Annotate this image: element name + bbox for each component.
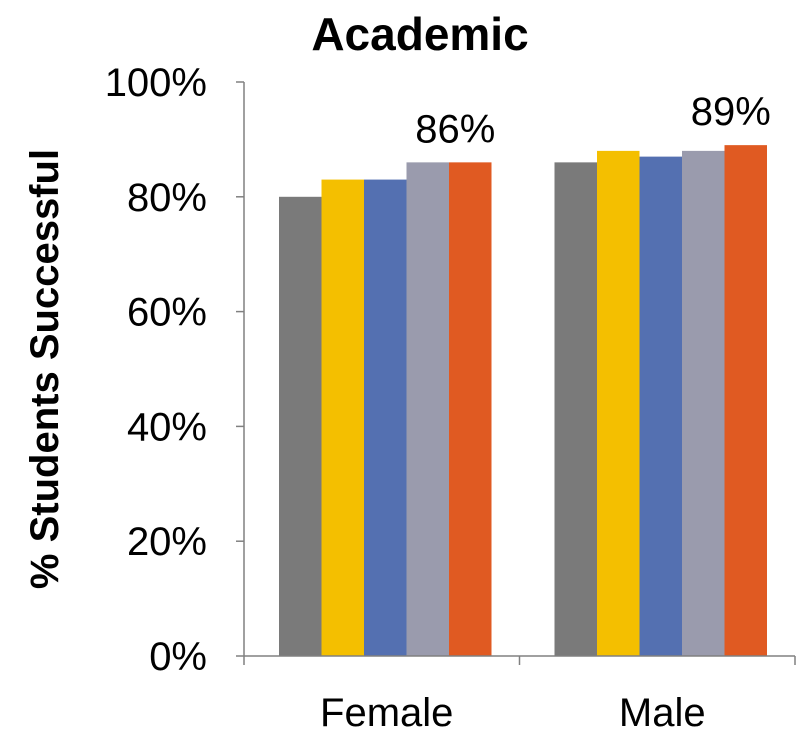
data-labels: 86% 89% xyxy=(415,90,771,151)
y-tick-label: 20% xyxy=(127,520,207,564)
bar-male-1 xyxy=(554,162,597,657)
bar-male-2 xyxy=(597,150,640,656)
data-label: 86% xyxy=(415,107,495,151)
bar-male-4 xyxy=(682,150,725,656)
bar-female-2 xyxy=(321,179,364,656)
bar-female-5 xyxy=(449,162,492,657)
y-axis-ticks: 0% 20% 40% 60% 80% 100% xyxy=(105,61,244,679)
data-label: 89% xyxy=(691,90,771,134)
bar-female-1 xyxy=(279,196,322,657)
bar-female-4 xyxy=(406,162,449,657)
x-axis-categories: Female Male xyxy=(320,691,706,731)
bars xyxy=(279,145,767,657)
x-category-label: Male xyxy=(619,691,706,731)
x-axis-tick-marks xyxy=(243,656,796,665)
chart-title: Academic xyxy=(311,8,528,60)
y-tick-label: 40% xyxy=(127,405,207,449)
y-axis-label: % Students Successful xyxy=(23,149,67,589)
x-category-label: Female xyxy=(320,691,453,731)
y-tick-label: 60% xyxy=(127,291,207,335)
y-tick-label: 100% xyxy=(105,61,207,105)
y-tick-label: 0% xyxy=(149,635,207,679)
y-tick-label: 80% xyxy=(127,176,207,220)
bar-female-3 xyxy=(364,179,407,656)
bar-male-5 xyxy=(724,145,767,656)
bar-male-3 xyxy=(639,156,682,656)
